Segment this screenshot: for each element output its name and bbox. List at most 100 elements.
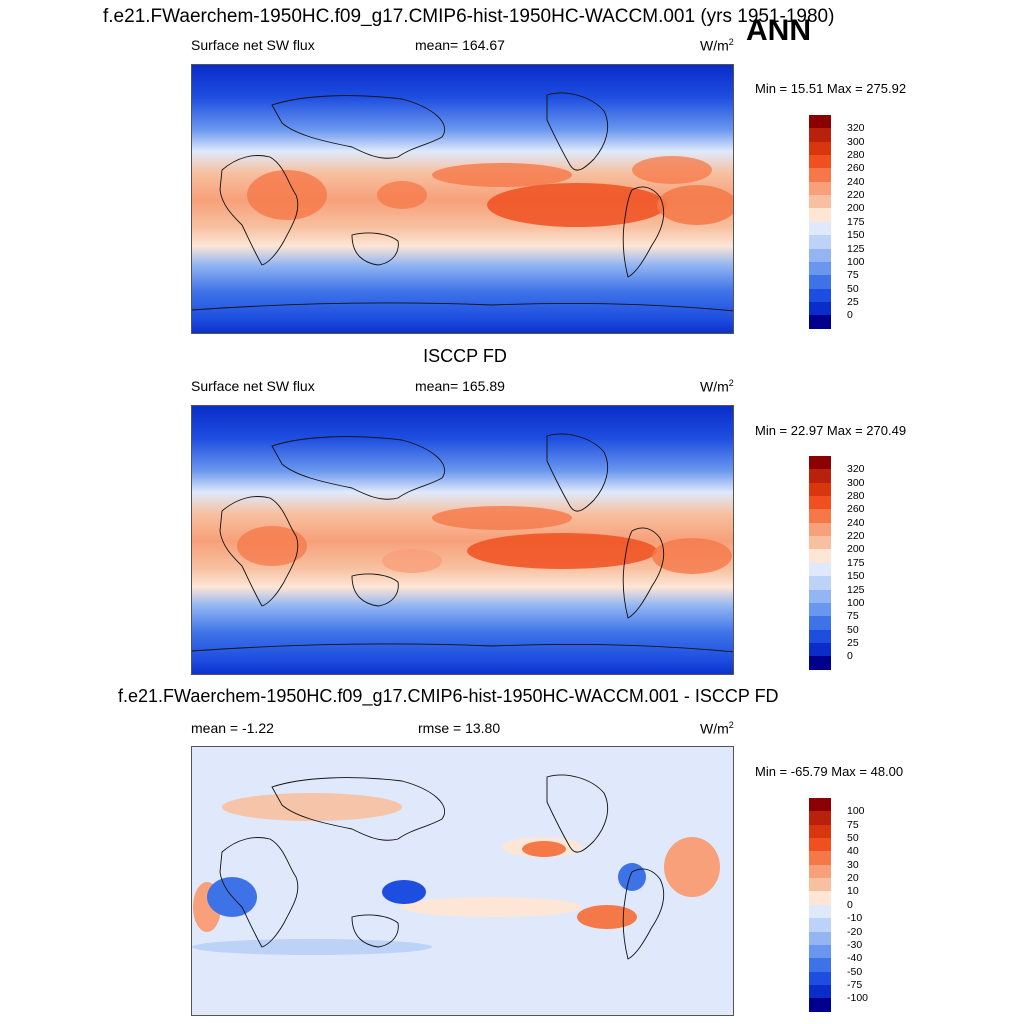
colorbar-swatch: [809, 656, 831, 671]
colorbar-swatch: [809, 904, 831, 919]
panel2-title: ISCCP FD: [423, 346, 507, 366]
colorbar-swatch: [809, 616, 831, 631]
colorbar-swatch: [809, 168, 831, 183]
colorbar-tick-label: 240: [847, 516, 865, 529]
colorbar-swatch: [809, 918, 831, 932]
colorbar-tick-label: 30: [847, 858, 859, 871]
colorbar-tick-label: 25: [847, 636, 859, 649]
colorbar-tick-label: 0: [847, 898, 853, 911]
colorbar-tick-label: 75: [847, 269, 859, 282]
panel3-minmax: Min = -65.79 Max = 48.00: [755, 764, 904, 779]
colorbar-swatch: [809, 811, 831, 826]
colorbar-tick-label: 50: [847, 282, 859, 295]
colorbar-tick-label: 320: [847, 122, 865, 135]
colorbar-swatch: [809, 141, 831, 156]
colorbar-tick-label: 300: [847, 476, 865, 489]
colorbar-swatch: [809, 984, 831, 999]
colorbar-tick-label: 280: [847, 149, 865, 162]
panel1-variable: Surface net SW flux: [191, 37, 315, 53]
colorbar-tick-label: 240: [847, 175, 865, 188]
colorbar-swatch: [809, 301, 831, 316]
colorbar-swatch: [809, 838, 831, 852]
colorbar-tick-label: -50: [847, 965, 863, 978]
colorbar-tick-label: 200: [847, 543, 865, 556]
season-label: ANN: [746, 14, 811, 47]
colorbar-tick-label: 300: [847, 135, 865, 148]
colorbar-swatch: [809, 522, 831, 537]
colorbar-tick-label: 100: [847, 255, 865, 268]
colorbar-tick-label: 100: [847, 805, 865, 818]
colorbar-tick-label: 220: [847, 530, 865, 543]
colorbar-swatch: [809, 589, 831, 604]
colorbar-swatch: [809, 549, 831, 564]
colorbar-tick-label: 280: [847, 490, 865, 503]
colorbar-swatch: [809, 958, 831, 973]
colorbar-swatch: [809, 536, 831, 550]
colorbar-swatch: [809, 562, 831, 577]
panel3-rmse: rmse = 13.80: [418, 720, 501, 736]
colorbar-swatch: [809, 629, 831, 644]
colorbar-tick-label: 125: [847, 583, 865, 596]
colorbar-swatch: [809, 195, 831, 209]
colorbar-swatch: [809, 275, 831, 290]
colorbar-swatch: [809, 864, 831, 879]
panel3-mean: mean = -1.22: [191, 720, 274, 736]
panel3-map: [191, 746, 734, 1016]
colorbar-swatch: [809, 851, 831, 866]
colorbar-swatch: [809, 496, 831, 510]
colorbar-tick-label: 320: [847, 463, 865, 476]
colorbar-tick-label: 100: [847, 596, 865, 609]
colorbar-swatch: [809, 944, 831, 959]
colorbar-swatch: [809, 208, 831, 223]
colorbar-swatch: [809, 971, 831, 986]
panel1-map: [191, 64, 734, 334]
panel2-minmax: Min = 22.97 Max = 270.49: [755, 423, 907, 438]
colorbar-swatch: [809, 315, 831, 330]
colorbar-tick-label: 75: [847, 818, 859, 831]
colorbar-swatch: [809, 128, 831, 143]
panel1-minmax: Min = 15.51 Max = 275.92: [755, 81, 907, 96]
colorbar-tick-label: 260: [847, 503, 865, 516]
colorbar-swatch: [809, 998, 831, 1013]
colorbar-tick-label: 75: [847, 610, 859, 623]
colorbar-swatch: [809, 576, 831, 590]
colorbar-tick-label: 200: [847, 202, 865, 215]
colorbar-swatch: [809, 798, 831, 812]
colorbar-swatch: [809, 469, 831, 484]
panel2-map: [191, 405, 734, 675]
colorbar-tick-label: 0: [847, 650, 853, 663]
panel3-units: W/m2: [700, 720, 734, 737]
colorbar-tick-label: 150: [847, 229, 865, 242]
colorbar-tick-label: -40: [847, 952, 863, 965]
panel2-mean: mean= 165.89: [415, 378, 505, 394]
colorbar-tick-label: 50: [847, 832, 859, 845]
colorbar-swatch: [809, 509, 831, 524]
colorbar-tick-label: 50: [847, 623, 859, 636]
colorbar-tick-label: -30: [847, 938, 863, 951]
colorbar-swatch: [809, 642, 831, 657]
colorbar-swatch: [809, 456, 831, 470]
colorbar-swatch: [809, 288, 831, 303]
colorbar-swatch: [809, 115, 831, 129]
colorbar-tick-label: 25: [847, 295, 859, 308]
colorbar-tick-label: 40: [847, 845, 859, 858]
colorbar-swatch: [809, 181, 831, 196]
colorbar-tick-label: -20: [847, 925, 863, 938]
colorbar-tick-label: 125: [847, 242, 865, 255]
colorbar-tick-label: 150: [847, 570, 865, 583]
colorbar-tick-label: 220: [847, 189, 865, 202]
colorbar-swatch: [809, 891, 831, 906]
colorbar-tick-label: -100: [847, 992, 869, 1005]
colorbar-swatch: [809, 235, 831, 249]
colorbar-swatch: [809, 602, 831, 617]
colorbar-tick-label: 10: [847, 885, 859, 898]
colorbar-swatch: [809, 155, 831, 169]
panel2-units: W/m2: [700, 378, 734, 395]
colorbar-swatch: [809, 931, 831, 946]
colorbar-tick-label: 0: [847, 309, 853, 322]
colorbar-swatch: [809, 221, 831, 236]
colorbar-tick-label: 175: [847, 215, 865, 228]
colorbar-tick-label: -10: [847, 912, 863, 925]
panel3-title: f.e21.FWaerchem-1950HC.f09_g17.CMIP6-his…: [118, 686, 779, 706]
colorbar-tick-label: -75: [847, 978, 863, 991]
